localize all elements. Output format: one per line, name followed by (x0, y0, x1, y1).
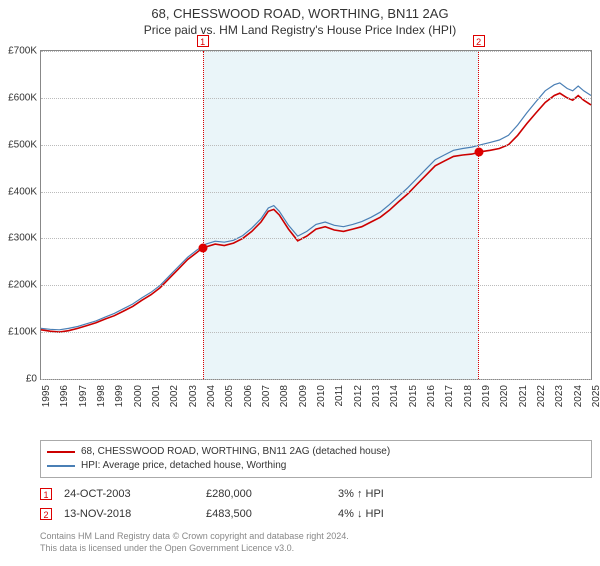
y-axis-label: £700K (1, 46, 37, 57)
x-axis-label: 2004 (206, 385, 217, 407)
sale-price: £483,500 (206, 504, 326, 524)
x-axis-label: 1997 (78, 385, 89, 407)
sale-hpi: 4% ↓ HPI (338, 504, 458, 524)
y-axis-label: £500K (1, 139, 37, 150)
sale-date: 13-NOV-2018 (64, 504, 194, 524)
x-axis-label: 2000 (133, 385, 144, 407)
legend-label: 68, CHESSWOOD ROAD, WORTHING, BN11 2AG (… (81, 445, 390, 459)
chart-subtitle: Price paid vs. HM Land Registry's House … (0, 23, 600, 37)
x-axis-label: 2007 (261, 385, 272, 407)
x-axis-label: 2020 (499, 385, 510, 407)
sale-point-icon (198, 243, 207, 252)
series-line (41, 93, 591, 332)
sales-table: 1 24-OCT-2003 £280,000 3% ↑ HPI 2 13-NOV-2018… (40, 484, 592, 524)
gridline (41, 192, 591, 193)
sale-marker-label: 1 (197, 35, 209, 47)
x-axis-label: 2005 (224, 385, 235, 407)
x-axis-label: 2018 (463, 385, 474, 407)
legend-swatch (47, 451, 75, 453)
x-axis-label: 1995 (41, 385, 52, 407)
x-axis-label: 2013 (371, 385, 382, 407)
sale-date: 24-OCT-2003 (64, 484, 194, 504)
y-axis-label: £400K (1, 186, 37, 197)
x-axis-label: 2024 (573, 385, 584, 407)
legend-label: HPI: Average price, detached house, Wort… (81, 459, 286, 473)
x-axis-label: 2022 (536, 385, 547, 407)
x-axis-label: 2009 (298, 385, 309, 407)
plot-region: £0£100K£200K£300K£400K£500K£600K£700K199… (40, 50, 592, 380)
x-axis-label: 2010 (316, 385, 327, 407)
gridline (41, 379, 591, 380)
sale-row: 2 13-NOV-2018 £483,500 4% ↓ HPI (40, 504, 592, 524)
chart-container: 68, CHESSWOOD ROAD, WORTHING, BN11 2AG P… (0, 6, 600, 566)
sale-hpi: 3% ↑ HPI (338, 484, 458, 504)
sale-marker-label: 2 (473, 35, 485, 47)
x-axis-label: 2002 (169, 385, 180, 407)
legend: 68, CHESSWOOD ROAD, WORTHING, BN11 2AG (… (40, 440, 592, 478)
sale-row-marker: 2 (40, 508, 52, 520)
x-axis-label: 2023 (554, 385, 565, 407)
y-axis-label: £0 (1, 374, 37, 385)
gridline (41, 332, 591, 333)
series-svg (41, 51, 591, 379)
legend-item: 68, CHESSWOOD ROAD, WORTHING, BN11 2AG (… (47, 445, 585, 459)
y-axis-label: £100K (1, 327, 37, 338)
sale-row: 1 24-OCT-2003 £280,000 3% ↑ HPI (40, 484, 592, 504)
x-axis-label: 2016 (426, 385, 437, 407)
x-axis-label: 1999 (114, 385, 125, 407)
x-axis-label: 2015 (408, 385, 419, 407)
footer-line-1: Contains HM Land Registry data © Crown c… (40, 530, 592, 542)
x-axis-label: 2001 (151, 385, 162, 407)
chart-title: 68, CHESSWOOD ROAD, WORTHING, BN11 2AG (0, 6, 600, 21)
x-axis-label: 2021 (518, 385, 529, 407)
x-axis-label: 2025 (591, 385, 600, 407)
x-axis-label: 2008 (279, 385, 290, 407)
x-axis-label: 2019 (481, 385, 492, 407)
footer-line-2: This data is licensed under the Open Gov… (40, 542, 592, 554)
x-axis-label: 1998 (96, 385, 107, 407)
sale-point-icon (474, 148, 483, 157)
y-axis-label: £200K (1, 280, 37, 291)
y-axis-label: £300K (1, 233, 37, 244)
gridline (41, 98, 591, 99)
chart-area: £0£100K£200K£300K£400K£500K£600K£700K199… (40, 50, 592, 406)
legend-swatch (47, 465, 75, 467)
x-axis-label: 2017 (444, 385, 455, 407)
gridline (41, 285, 591, 286)
y-axis-label: £600K (1, 92, 37, 103)
x-axis-label: 2006 (243, 385, 254, 407)
series-line (41, 83, 591, 330)
x-axis-label: 2011 (334, 385, 345, 407)
legend-item: HPI: Average price, detached house, Wort… (47, 459, 585, 473)
sale-price: £280,000 (206, 484, 326, 504)
gridline (41, 145, 591, 146)
x-axis-label: 2012 (353, 385, 364, 407)
x-axis-label: 1996 (59, 385, 70, 407)
sale-row-marker: 1 (40, 488, 52, 500)
gridline (41, 238, 591, 239)
x-axis-label: 2003 (188, 385, 199, 407)
x-axis-label: 2014 (389, 385, 400, 407)
gridline (41, 51, 591, 52)
footer: Contains HM Land Registry data © Crown c… (40, 530, 592, 554)
